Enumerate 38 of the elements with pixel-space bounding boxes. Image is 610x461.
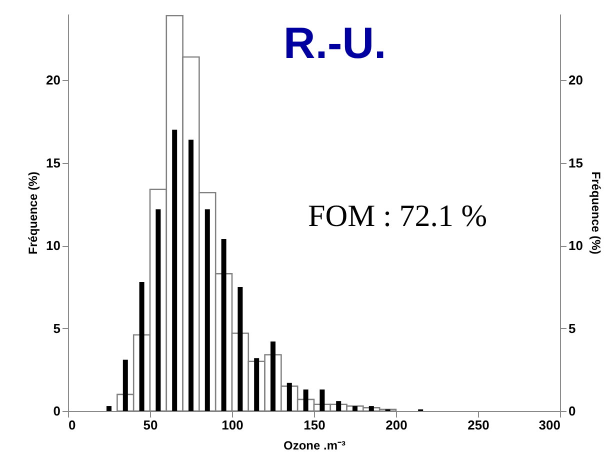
y-tick-label: 0 [53,404,60,418]
x-tick-label: 100 [222,418,244,432]
x-tick-label: 0 [68,418,76,432]
bar [320,389,325,411]
x-axis-title: Ozone .m⁻³ [283,438,346,452]
y-tick-label: 10 [46,238,60,254]
annotation: FOM : 72.1 % [308,198,488,233]
y-tick-label: 20 [46,72,60,88]
x-tick-label: 300 [538,418,560,432]
bar [254,358,260,411]
bar [238,286,243,411]
bar [188,140,194,411]
y2-axis-title: Fréquence (%) [588,172,603,254]
y2-tick-label: 15 [568,155,583,170]
bar [156,209,161,411]
y-tick-label: 15 [46,155,60,170]
bar [139,282,144,411]
bar [221,238,226,411]
y-tick-label: 5 [53,320,60,336]
bar [204,209,210,411]
bar [172,130,178,411]
x-tick-label: 250 [468,418,490,432]
bar [368,406,374,411]
chart-title: R.-U. [284,19,386,68]
x-tick-label: 50 [143,418,158,432]
bar [122,360,128,411]
bar [106,406,112,411]
y2-tick-label: 10 [568,238,583,254]
x-tick-label: 150 [304,418,326,432]
bar [336,401,342,411]
y-axis-title: Fréquence (%) [26,172,40,254]
bar [286,382,292,411]
y2-tick-label: 20 [568,72,583,88]
bar [270,342,276,411]
y2-tick-label: 5 [568,320,576,336]
bar [303,389,308,411]
x-tick-label: 200 [386,418,408,432]
y2-tick-label: 0 [568,404,576,418]
